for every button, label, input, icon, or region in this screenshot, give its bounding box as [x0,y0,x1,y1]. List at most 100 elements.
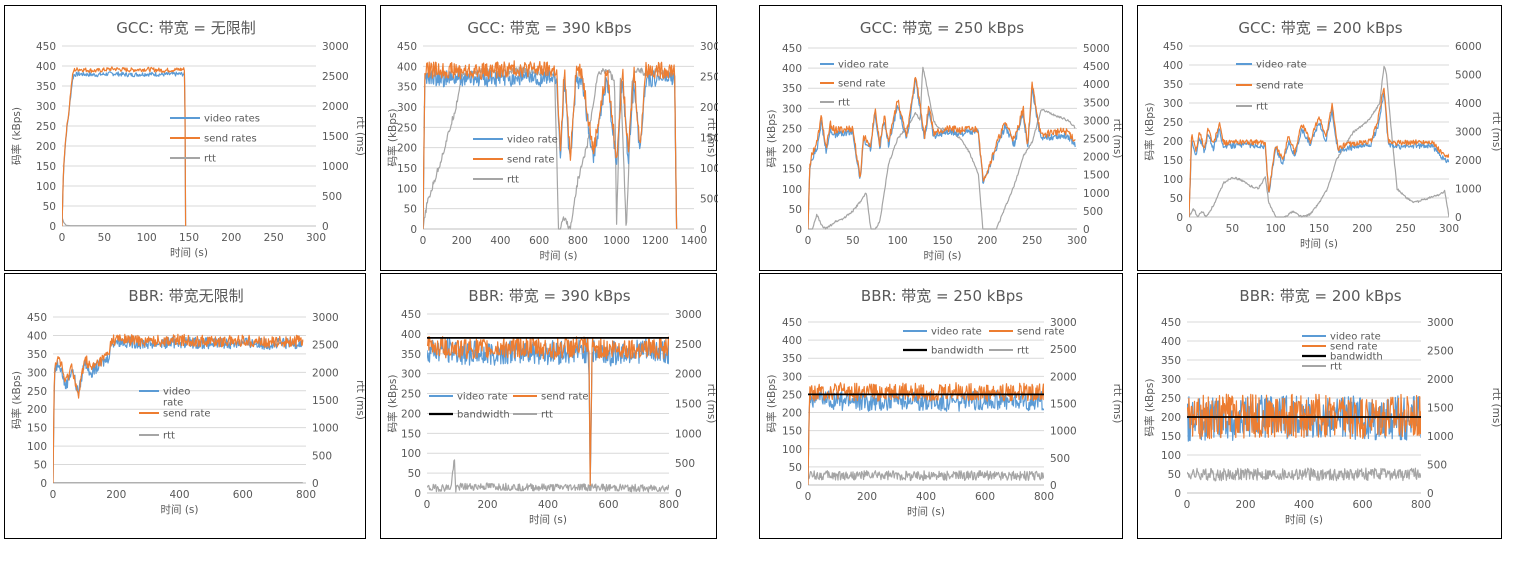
y-tick-label: 350 [1161,355,1181,367]
chart-panel: GCC: 带宽 = 250 kBps 0 50 100 150 200 250 300 350 4… [759,5,1123,271]
x-axis-label: 时间 (s) [1300,237,1338,250]
y-tick-label: 150 [397,163,417,175]
legend-label: send rates [204,134,257,145]
y2-axis-label: rtt (ms) [354,380,366,420]
legend-label: send rate [541,392,589,403]
y-tick-label: 350 [782,83,802,95]
y-tick-label: 100 [397,183,417,195]
y-tick-label: 250 [782,389,802,401]
chart-svg: GCC: 带宽 = 250 kBps 0 50 100 150 200 250 300 350 4… [765,19,1123,262]
y-tick-label: 0 [410,224,417,236]
y-tick-label: 50 [408,468,421,480]
chart-title: BBR: 带宽 = 200 kBps [1239,287,1401,305]
y-tick-label: 250 [36,121,56,133]
y2-tick-label: 1500 [312,395,339,407]
y2-tick-label: 1000 [700,163,718,175]
y2-tick-label: 3500 [1083,97,1110,109]
x-tick-label: 400 [538,499,558,511]
chart-panel: GCC: 带宽 = 无限制 0 50 100 150 200 250 300 350 400 450… [4,5,366,271]
y2-tick-label: 4000 [1083,79,1110,91]
x-tick-label: 0 [1186,223,1193,235]
y-tick-label: 200 [36,141,56,153]
y2-tick-label: 1000 [1050,426,1077,438]
y2-tick-label: 2500 [322,71,349,83]
legend-label: send rate [507,155,555,166]
y2-tick-label: 500 [1050,453,1070,465]
series-line-send [427,336,669,486]
x-tick-label: 0 [805,235,812,247]
y2-tick-label: 1000 [675,428,702,440]
y-tick-label: 200 [1161,412,1181,424]
y-tick-label: 300 [1163,98,1183,110]
series-line-send [53,333,304,484]
x-tick-label: 600 [1352,499,1372,511]
y-tick-label: 400 [782,63,802,75]
x-tick-label: 250 [264,232,284,244]
x-tick-label: 800 [1034,491,1054,503]
y2-tick-label: 2000 [1050,371,1077,383]
legend-label: video rate [838,60,889,71]
legend-label: bandwidth [1330,352,1383,363]
y2-tick-label: 2000 [700,102,718,114]
y-tick-label: 100 [782,184,802,196]
x-tick-label: 1000 [603,235,630,247]
y2-tick-label: 0 [1083,224,1090,236]
y-tick-label: 0 [414,488,421,500]
y-tick-label: 200 [27,404,47,416]
y2-tick-label: 0 [1455,212,1462,224]
y2-tick-label: 500 [700,194,718,206]
y2-tick-label: 500 [322,191,342,203]
y-tick-label: 400 [1161,336,1181,348]
y2-tick-label: 500 [1083,206,1103,218]
y2-tick-label: 1000 [1083,188,1110,200]
y-tick-label: 250 [27,386,47,398]
y2-tick-label: 500 [1427,460,1447,472]
y-axis-label: 码率 (kBps) [1143,379,1156,437]
legend-label: rtt [204,154,216,165]
chart-svg: BBR: 带宽无限制 0 50 100 150 200 250 300 350 400 450 0 50… [10,287,366,516]
y-tick-label: 300 [397,102,417,114]
x-tick-label: 50 [846,235,859,247]
y-axis-label: 码率 (kBps) [386,109,399,167]
legend-label: rtt [1256,102,1268,113]
legend-label: rtt [1017,346,1029,357]
y2-tick-label: 500 [675,458,695,470]
x-tick-label: 600 [529,235,549,247]
y2-tick-label: 2000 [1455,155,1482,167]
x-axis-label: 时间 (s) [1285,513,1323,526]
x-axis-label: 时间 (s) [160,503,198,516]
y2-tick-label: 3000 [322,41,349,53]
y2-tick-label: 0 [312,478,319,490]
y-axis-label: 码率 (kBps) [10,371,23,429]
y-tick-label: 450 [1161,317,1181,329]
chart-panel: BBR: 带宽 = 250 kBps 0 50 100 150 200 250 300 350 4… [759,273,1123,539]
y-axis-label: 码率 (kBps) [386,375,399,433]
y2-tick-label: 2500 [1083,134,1110,146]
x-tick-label: 400 [490,235,510,247]
x-tick-label: 600 [975,491,995,503]
y-tick-label: 450 [397,41,417,53]
y-tick-label: 350 [401,349,421,361]
chart-panel: GCC: 带宽 = 200 kBps 0 50 100 150 200 250 300 350 4… [1137,5,1502,271]
y-tick-label: 0 [1176,212,1183,224]
series-line-send [62,66,187,227]
y2-tick-label: 3000 [1050,317,1077,329]
y2-tick-label: 1500 [700,133,718,145]
y-tick-label: 400 [782,335,802,347]
chart-svg: GCC: 带宽 = 200 kBps 0 50 100 150 200 250 300 350 4… [1143,19,1502,250]
y2-tick-label: 1500 [1427,403,1454,415]
y2-tick-label: 1000 [1455,184,1482,196]
y-tick-label: 200 [401,408,421,420]
y2-tick-label: 3000 [675,309,702,321]
y-tick-label: 150 [1163,155,1183,167]
chart-svg: GCC: 带宽 = 390 kBps 0 50 100 150 200 250 300 350 4… [386,19,718,262]
y2-axis-label: rtt (ms) [1111,384,1123,424]
x-tick-label: 150 [932,235,952,247]
x-tick-label: 0 [420,235,427,247]
series-line-video [808,390,1044,486]
chart-svg: BBR: 带宽 = 250 kBps 0 50 100 150 200 250 300 350 4… [765,287,1123,518]
series-line-video [1189,92,1449,218]
y-tick-label: 200 [782,144,802,156]
y2-axis-label: rtt (ms) [705,384,717,424]
legend-label: video rates [204,114,260,125]
